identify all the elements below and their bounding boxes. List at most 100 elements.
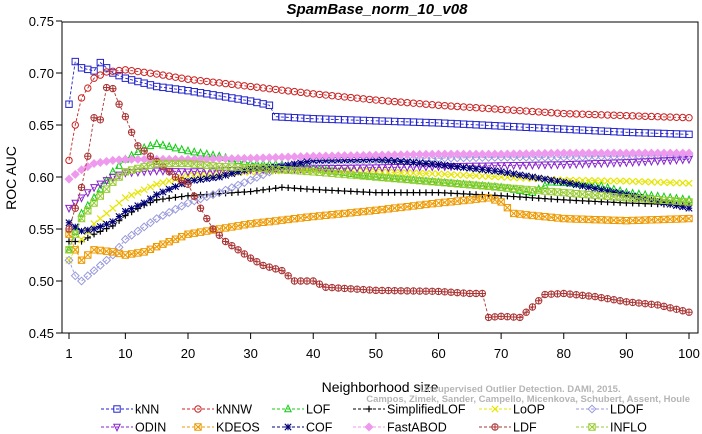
data-point	[259, 218, 267, 227]
data-point	[102, 156, 112, 166]
legend: kNN kNNW LOF SimplifiedLOF LoOP LDOF ODIN KDEOS…	[101, 403, 647, 434]
data-point	[647, 300, 656, 308]
data-point	[554, 196, 561, 203]
data-point	[239, 153, 249, 163]
data-point	[196, 228, 205, 236]
legend-item-kdeos: KDEOS	[182, 421, 260, 434]
data-point	[84, 152, 92, 160]
data-point	[447, 162, 455, 170]
data-point	[114, 242, 124, 252]
data-point	[134, 249, 142, 257]
data-point	[472, 195, 480, 203]
data-point	[597, 192, 606, 200]
data-point	[622, 159, 631, 168]
data-point	[208, 190, 218, 200]
data-point	[566, 179, 574, 188]
data-point	[610, 296, 618, 304]
data-point	[397, 157, 405, 165]
data-point	[102, 83, 111, 92]
legend-label: kNN	[135, 403, 159, 417]
data-point	[146, 183, 155, 191]
data-point	[140, 163, 148, 171]
y-tick-label: 0.60	[29, 170, 54, 185]
data-point	[228, 242, 236, 250]
data-point	[491, 167, 499, 175]
data-point	[121, 168, 130, 176]
data-point	[527, 149, 537, 159]
data-point	[84, 234, 91, 242]
data-point	[403, 202, 411, 211]
data-point	[478, 166, 486, 174]
data-point	[346, 164, 355, 174]
data-point	[534, 212, 543, 220]
data-point	[565, 152, 575, 162]
legend-label: FastABOD	[387, 421, 447, 434]
data-point	[540, 161, 549, 170]
data-point	[340, 209, 349, 218]
series-ldf	[65, 83, 693, 322]
data-point	[635, 177, 643, 186]
data-point	[240, 221, 249, 229]
data-point	[165, 185, 173, 193]
watermark-citation-1: Unsupervised Outlier Detection. DAMI, 20…	[420, 384, 621, 395]
data-point	[591, 177, 599, 185]
x-tick-label: 70	[494, 346, 508, 361]
data-point	[90, 199, 98, 207]
x-tick-label: 80	[557, 346, 571, 361]
data-point	[552, 148, 562, 158]
x-tick-label: 60	[431, 346, 445, 361]
data-point	[679, 179, 687, 187]
legend-item-inflo: INFLO	[576, 421, 647, 434]
data-point	[302, 151, 312, 161]
data-point	[353, 208, 361, 216]
data-point	[271, 265, 280, 273]
data-point	[384, 205, 393, 213]
data-point	[152, 167, 161, 176]
x-tick-label: 100	[678, 346, 700, 361]
data-point	[578, 182, 587, 190]
data-point	[597, 294, 606, 302]
series-knnw	[65, 66, 693, 165]
data-point	[146, 195, 155, 203]
data-point	[378, 286, 386, 295]
data-point	[440, 149, 450, 159]
data-point	[609, 148, 619, 158]
data-point	[459, 163, 468, 172]
data-point	[553, 161, 562, 170]
data-point	[209, 225, 217, 233]
data-point	[108, 173, 117, 182]
data-point	[214, 188, 224, 198]
data-point	[234, 222, 242, 230]
data-point	[102, 255, 112, 265]
data-point	[322, 211, 330, 219]
data-point	[165, 177, 173, 185]
data-point	[653, 301, 662, 309]
data-point	[65, 219, 73, 227]
data-point	[159, 195, 167, 203]
data-point	[397, 169, 405, 177]
data-point	[296, 152, 306, 162]
data-point	[647, 157, 656, 167]
data-point	[183, 168, 192, 177]
data-point	[241, 188, 248, 196]
data-point	[115, 173, 123, 181]
series-line-loop	[68, 169, 690, 261]
data-point	[347, 188, 355, 195]
data-point	[334, 210, 342, 218]
data-point	[515, 161, 524, 171]
data-point	[478, 172, 486, 180]
legend-label: COF	[306, 421, 333, 434]
data-point	[140, 248, 148, 256]
data-point	[84, 226, 92, 234]
data-point	[371, 150, 381, 160]
data-point	[84, 207, 92, 215]
data-point	[585, 197, 592, 205]
data-point	[433, 149, 444, 159]
data-point	[297, 214, 305, 222]
data-point	[372, 286, 380, 294]
data-point	[303, 185, 311, 193]
data-point	[497, 173, 505, 181]
legend-item-loop: LoOP	[479, 403, 545, 417]
data-point	[654, 178, 662, 186]
data-point	[441, 189, 448, 197]
